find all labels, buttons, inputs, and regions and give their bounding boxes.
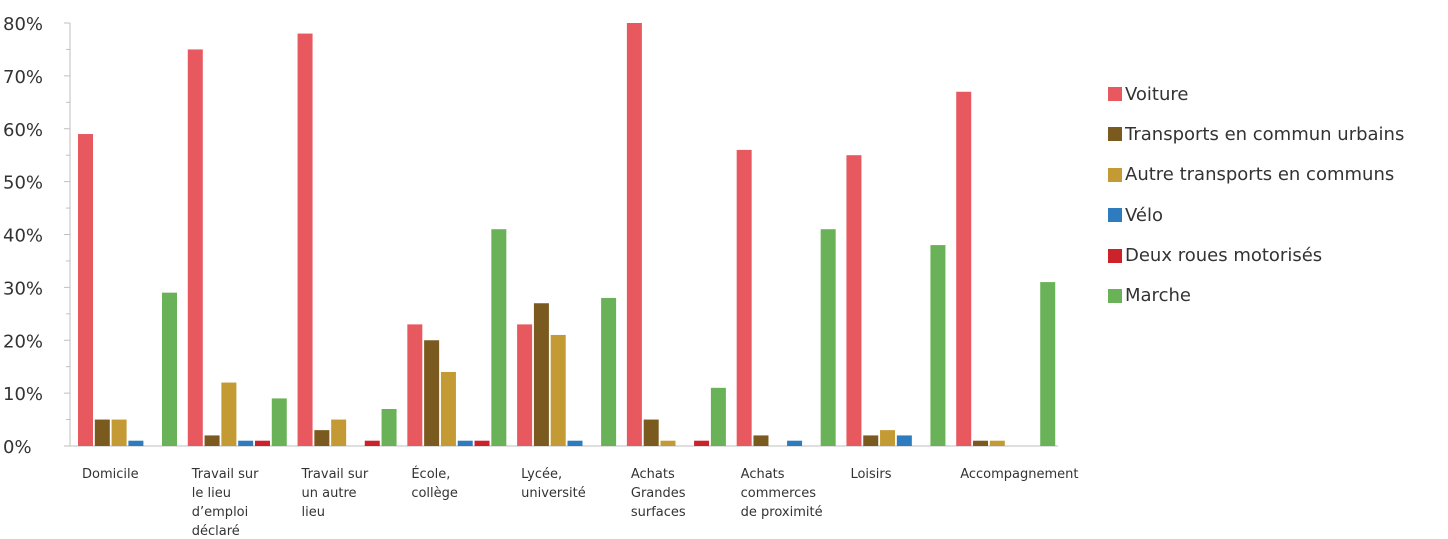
- y-tick-label: 20%: [3, 331, 43, 352]
- bar: [710, 387, 726, 446]
- y-tick-label: 40%: [3, 226, 43, 247]
- bar: [880, 430, 896, 446]
- bar: [297, 33, 313, 446]
- bar: [204, 435, 220, 446]
- legend-item: Deux roues motorisés: [1108, 245, 1404, 267]
- bar: [601, 297, 617, 446]
- bar: [474, 440, 490, 446]
- bar: [331, 419, 347, 446]
- legend-label: Vélo: [1125, 204, 1164, 226]
- bar: [364, 440, 380, 446]
- bar: [863, 435, 879, 446]
- bar: [254, 440, 270, 446]
- legend-label: Deux roues motorisés: [1125, 245, 1323, 267]
- x-tick-label: Achats Grandes surfaces: [631, 467, 686, 520]
- x-tick-label: Achats commerces de proximité: [741, 467, 823, 520]
- legend-swatch: [1108, 248, 1122, 263]
- y-tick-label: 50%: [3, 173, 43, 194]
- bar: [753, 435, 769, 446]
- legend-item: Voiture: [1108, 83, 1404, 105]
- legend-swatch: [1108, 288, 1122, 303]
- bar: [846, 155, 862, 446]
- y-tick-label: 60%: [3, 120, 43, 141]
- y-tick-label: 70%: [3, 67, 43, 88]
- bar: [111, 419, 127, 446]
- legend-swatch: [1108, 167, 1122, 182]
- bar: [660, 440, 676, 446]
- bar: [94, 419, 110, 446]
- bar: [314, 430, 330, 446]
- bar: [440, 371, 456, 446]
- bar: [457, 440, 473, 446]
- bar: [517, 324, 533, 446]
- y-tick-label: 30%: [3, 278, 43, 299]
- x-tick-label: Lycée, université: [521, 467, 586, 501]
- legend-item: Transports en commun urbains: [1108, 123, 1405, 145]
- y-tick-label: 80%: [3, 14, 43, 35]
- x-tick-label: Domicile: [82, 467, 139, 482]
- x-tick-label: École, collège: [411, 466, 458, 501]
- bar: [736, 149, 752, 446]
- bar: [424, 340, 440, 446]
- bar: [626, 23, 642, 446]
- legend-item: Autre transports en communs: [1108, 164, 1404, 186]
- bar: [820, 229, 836, 446]
- bar: [930, 245, 946, 446]
- y-tick-label: 10%: [3, 384, 43, 405]
- x-tick-label: Accompagnement: [960, 467, 1078, 482]
- legend-swatch: [1108, 127, 1122, 142]
- bar: [787, 440, 803, 446]
- bar: [643, 419, 659, 446]
- bar: [896, 435, 912, 446]
- bar: [533, 303, 549, 446]
- legend-label: Marche: [1125, 285, 1191, 307]
- x-tick-label: Travail sur un autre lieu: [301, 467, 369, 520]
- bar: [491, 229, 507, 446]
- y-tick-label: 0%: [3, 437, 32, 458]
- bar: [567, 440, 583, 446]
- bar: [221, 382, 237, 446]
- bar: [694, 440, 710, 446]
- bar: [956, 91, 972, 447]
- bar: [128, 440, 144, 446]
- legend-label: Autre transports en communs: [1125, 164, 1395, 186]
- x-axis: Domicile Travail sur le lieu d’emploi déclar…: [70, 445, 1079, 539]
- bar: [989, 440, 1005, 446]
- legend-swatch: [1108, 208, 1122, 223]
- bar: [162, 292, 177, 446]
- bar: [550, 334, 566, 446]
- bar: [407, 324, 423, 446]
- y-axis: 0% 10% 20% 30% 40% 50% 60% 70% 80%: [3, 14, 71, 458]
- x-tick-label: Loisirs: [850, 467, 891, 482]
- legend-item: Vélo: [1108, 204, 1404, 226]
- bar: [78, 134, 93, 447]
- x-tick-label: Travail sur le lieu d’emploi déclaré: [191, 467, 259, 539]
- bar: [238, 440, 254, 446]
- bars: [78, 23, 1056, 447]
- bar: [973, 440, 989, 446]
- bar-chart: 0% 10% 20% 30% 40% 50% 60% 70% 80% Domicile Trava…: [3, 14, 1079, 539]
- bar: [1040, 282, 1056, 446]
- bar: [271, 398, 287, 446]
- legend-item: Marche: [1108, 285, 1404, 307]
- legend-swatch: [1108, 87, 1122, 101]
- legend-label: Voiture: [1125, 83, 1189, 105]
- bar: [381, 408, 397, 446]
- legend-label: Transports en commun urbains: [1125, 123, 1405, 145]
- legend: Voiture Transports en commun urbains Autre…: [1108, 84, 1404, 326]
- bar: [187, 49, 203, 446]
